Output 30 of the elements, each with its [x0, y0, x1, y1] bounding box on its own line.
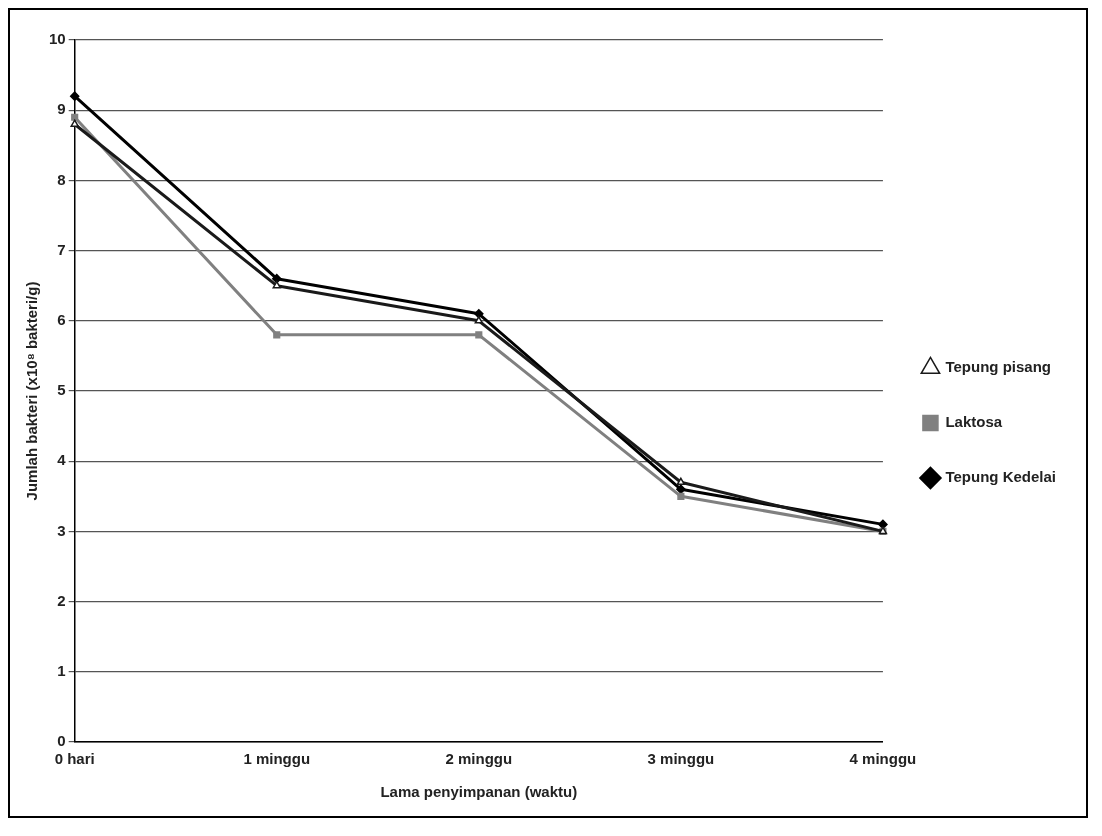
y-tick-label: 10	[49, 30, 66, 48]
point	[69, 91, 80, 101]
y-tick-label: 1	[57, 661, 66, 679]
point	[272, 273, 282, 284]
y-axis-title: Jumlah bakteri (x10⁸ bakteri/g)	[23, 281, 41, 501]
point	[676, 477, 686, 486]
x-tick-label: 2 minggu	[445, 750, 513, 768]
legend-label: Laktosa	[945, 413, 1003, 431]
point	[475, 331, 483, 339]
y-tick-label: 9	[57, 100, 66, 118]
x-tick-label: 1 minggu	[243, 750, 311, 768]
x-axis-title: Lama penyimpanan (waktu)	[380, 783, 578, 801]
point	[677, 492, 685, 500]
y-tick-label: 8	[57, 170, 66, 188]
point	[474, 316, 484, 324]
y-tick-label: 3	[57, 521, 66, 539]
point	[273, 331, 281, 339]
point	[272, 280, 281, 289]
y-tick-label: 6	[57, 310, 66, 328]
x-tick-label: 4 minggu	[849, 750, 917, 768]
y-tick-label: 5	[57, 381, 66, 399]
legend-label: Tepung Kedelai	[945, 468, 1057, 486]
y-tick-label: 0	[57, 732, 66, 750]
x-tick-label: 0 hari	[54, 750, 95, 768]
legend-label: Tepung pisang	[945, 358, 1051, 376]
y-tick-label: 2	[57, 591, 66, 609]
y-tick-label: 7	[57, 240, 66, 258]
point	[474, 309, 484, 319]
y-tick-label: 4	[57, 451, 67, 469]
x-tick-label: 3 minggu	[647, 750, 715, 768]
